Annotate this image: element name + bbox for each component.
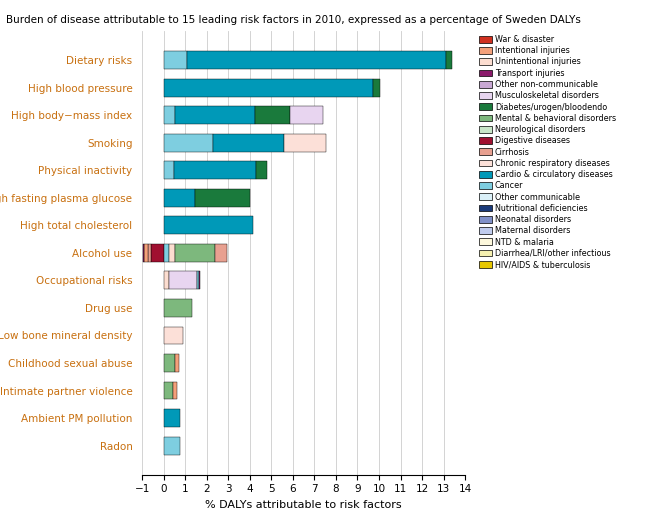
Bar [163,354,176,372]
Bar [197,271,199,289]
Bar [163,437,180,455]
Bar [151,244,163,262]
Bar [163,381,173,399]
Bar [174,162,256,179]
Bar [163,271,169,289]
Bar [163,189,195,207]
Bar [163,299,192,317]
Bar [195,189,250,207]
Bar [176,106,255,124]
Bar [199,271,200,289]
X-axis label: % DALYs attributable to risk factors: % DALYs attributable to risk factors [205,500,402,510]
Bar [144,244,148,262]
Bar [284,134,326,152]
Bar [289,106,323,124]
Bar [163,327,183,344]
Bar [163,51,187,69]
Bar [163,78,373,96]
Bar [175,244,215,262]
Bar [143,244,144,262]
Bar [163,106,176,124]
Bar [173,381,176,399]
Bar [373,78,380,96]
Bar [148,244,151,262]
Bar [169,244,175,262]
Bar [163,134,213,152]
Bar [163,244,169,262]
Legend: War & disaster, Intentional injuries, Unintentional injuries, Transport injuries: War & disaster, Intentional injuries, Un… [479,35,616,269]
Bar [176,354,180,372]
Bar [169,271,197,289]
Bar [187,51,446,69]
Bar [213,134,284,152]
Bar [256,162,267,179]
Bar [446,51,452,69]
Text: Burden of disease attributable to 15 leading risk factors in 2010, expressed as : Burden of disease attributable to 15 lea… [6,15,581,25]
Bar [255,106,289,124]
Bar [215,244,227,262]
Bar [163,409,180,427]
Bar [163,162,174,179]
Bar [163,216,253,234]
